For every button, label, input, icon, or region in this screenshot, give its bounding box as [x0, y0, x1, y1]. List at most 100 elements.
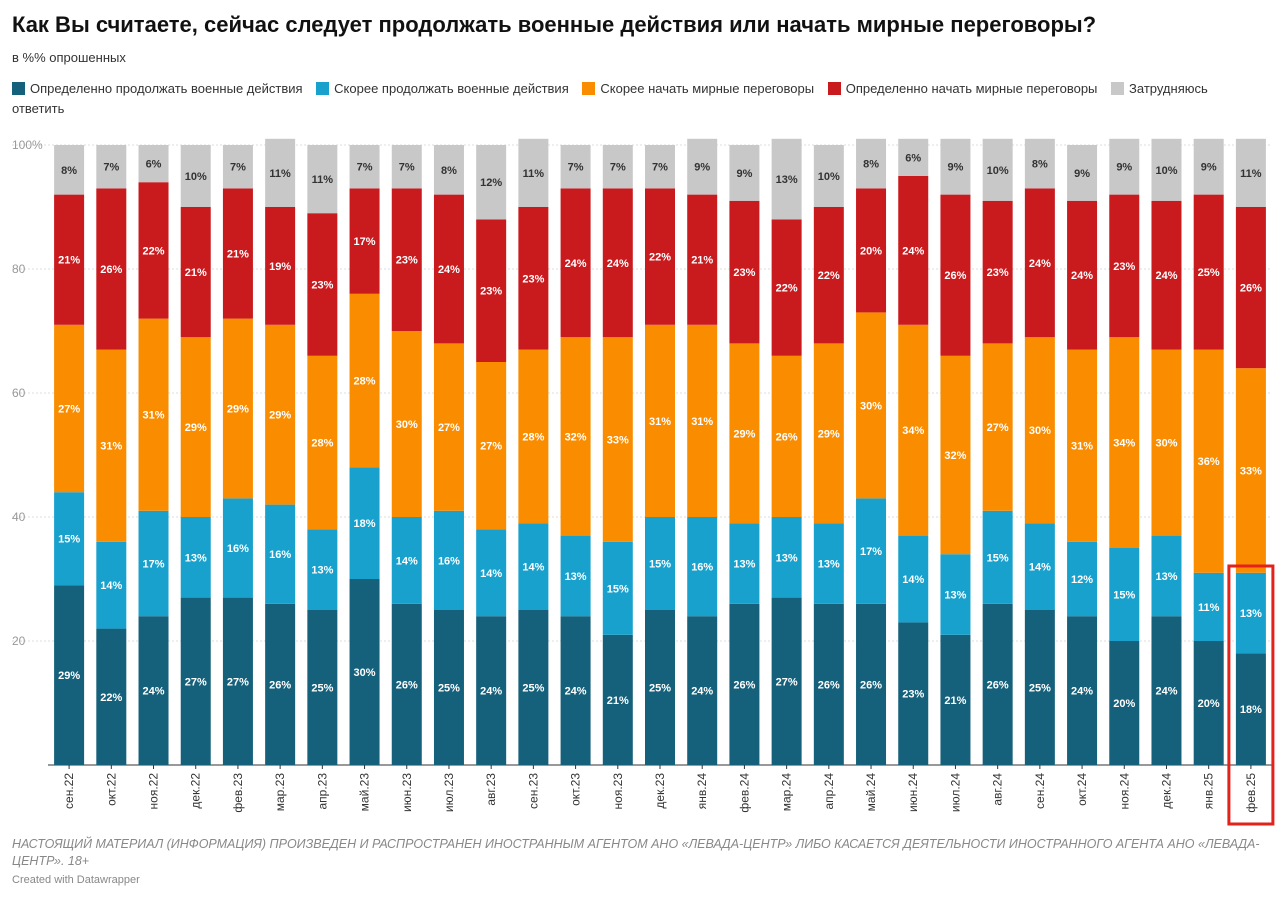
- bar-segment: [349, 293, 380, 468]
- bar-segment: [982, 138, 1013, 201]
- bar-segment: [602, 541, 633, 635]
- bar-segment: [729, 145, 760, 201]
- legend-label: Скорее начать мирные переговоры: [600, 81, 815, 96]
- data-label: 23%: [902, 689, 924, 701]
- bar-segment: [433, 610, 464, 765]
- bar-segment: [1024, 337, 1055, 524]
- data-label: 24%: [902, 245, 924, 257]
- legend-item: Скорее начать мирные переговоры: [582, 81, 814, 96]
- x-tick-label: сен.22: [62, 773, 76, 809]
- data-label: 28%: [311, 438, 333, 450]
- bar-segment: [96, 541, 127, 629]
- bar-segment: [476, 362, 507, 530]
- x-tick-label: апр.24: [822, 773, 836, 810]
- bar-segment: [560, 188, 591, 338]
- x-tick-label: июл.23: [442, 773, 456, 812]
- data-label: 24%: [565, 686, 587, 698]
- bar-segment: [1024, 138, 1055, 189]
- y-tick-label: 20: [12, 634, 26, 648]
- bar-segment: [813, 603, 844, 765]
- x-tick-label: окт.24: [1075, 773, 1089, 806]
- data-label: 33%: [607, 435, 629, 447]
- data-label: 32%: [944, 450, 966, 462]
- data-label: 14%: [522, 562, 544, 574]
- legend-label: Определенно начать мирные переговоры: [845, 81, 1098, 96]
- bar-segment: [1235, 207, 1266, 369]
- data-label: 9%: [1201, 162, 1217, 174]
- data-label: 27%: [227, 676, 249, 688]
- bar-segment: [687, 324, 718, 517]
- data-label: 16%: [269, 549, 291, 561]
- data-label: 24%: [1029, 258, 1051, 270]
- x-tick-label: июн.23: [400, 773, 414, 812]
- bar-segment: [856, 138, 887, 189]
- data-label: 17%: [143, 559, 165, 571]
- data-label: 21%: [691, 255, 713, 267]
- bar-segment: [1067, 200, 1098, 350]
- data-label: 15%: [987, 552, 1009, 564]
- bar-segment: [856, 603, 887, 765]
- bar-segment: [771, 138, 802, 220]
- bar-segment: [391, 517, 422, 604]
- data-label: 9%: [1074, 168, 1090, 180]
- bar-segment: [518, 523, 549, 610]
- data-label: 30%: [354, 667, 376, 679]
- y-tick-label: 100%: [12, 138, 43, 152]
- x-tick-label: окт.23: [569, 773, 583, 806]
- bar-segment: [687, 194, 718, 325]
- data-label: 23%: [480, 286, 502, 298]
- bar-segment: [476, 219, 507, 362]
- data-label: 21%: [944, 695, 966, 707]
- data-label: 16%: [227, 543, 249, 555]
- data-label: 14%: [1029, 562, 1051, 574]
- bar-segment: [940, 634, 971, 765]
- chart-title: Как Вы считаете, сейчас следует продолжа…: [12, 12, 1097, 37]
- bar-segment: [1193, 194, 1224, 350]
- bar-segment: [138, 182, 169, 319]
- bar-segment: [771, 597, 802, 765]
- data-label: 30%: [1155, 438, 1177, 450]
- y-tick-label: 60: [12, 386, 26, 400]
- data-label: 18%: [1240, 704, 1262, 716]
- data-label: 8%: [441, 165, 457, 177]
- data-label: 34%: [1113, 438, 1135, 450]
- bar-segment: [1151, 200, 1182, 350]
- x-tick-label: авг.23: [484, 773, 498, 806]
- bar-segment: [1235, 653, 1266, 765]
- bar-segment: [391, 145, 422, 189]
- data-label: 7%: [357, 162, 373, 174]
- bar-segment: [265, 324, 296, 505]
- data-label: 13%: [944, 590, 966, 602]
- bar-segment: [940, 355, 971, 555]
- bar-segment: [1235, 368, 1266, 573]
- data-label: 7%: [230, 162, 246, 174]
- data-label: 24%: [438, 264, 460, 276]
- data-label: 11%: [312, 174, 334, 186]
- bar-segment: [433, 194, 464, 344]
- x-tick-label: авг.24: [991, 773, 1005, 806]
- bar-segment: [982, 343, 1013, 511]
- bar-segment: [687, 138, 718, 195]
- bar-segment: [518, 610, 549, 765]
- data-label: 8%: [61, 165, 77, 177]
- bar-segment: [1193, 349, 1224, 573]
- legend-swatch: [1111, 82, 1125, 95]
- bar-segment: [560, 616, 591, 765]
- bar-segment: [54, 324, 85, 493]
- data-label: 11%: [1240, 168, 1262, 180]
- bar-segment: [265, 603, 296, 765]
- bar-segment: [433, 510, 464, 610]
- bar-segment: [1024, 610, 1055, 765]
- data-label: 10%: [987, 165, 1009, 177]
- data-label: 21%: [185, 267, 207, 279]
- data-label: 13%: [776, 174, 798, 186]
- data-label: 29%: [269, 410, 291, 422]
- bar-segment: [1193, 572, 1224, 641]
- bar-segment: [898, 138, 929, 176]
- bar-segment: [771, 219, 802, 356]
- data-label: 7%: [652, 162, 668, 174]
- data-label: 26%: [269, 679, 291, 691]
- data-label: 31%: [143, 410, 165, 422]
- bar-segment: [433, 145, 464, 195]
